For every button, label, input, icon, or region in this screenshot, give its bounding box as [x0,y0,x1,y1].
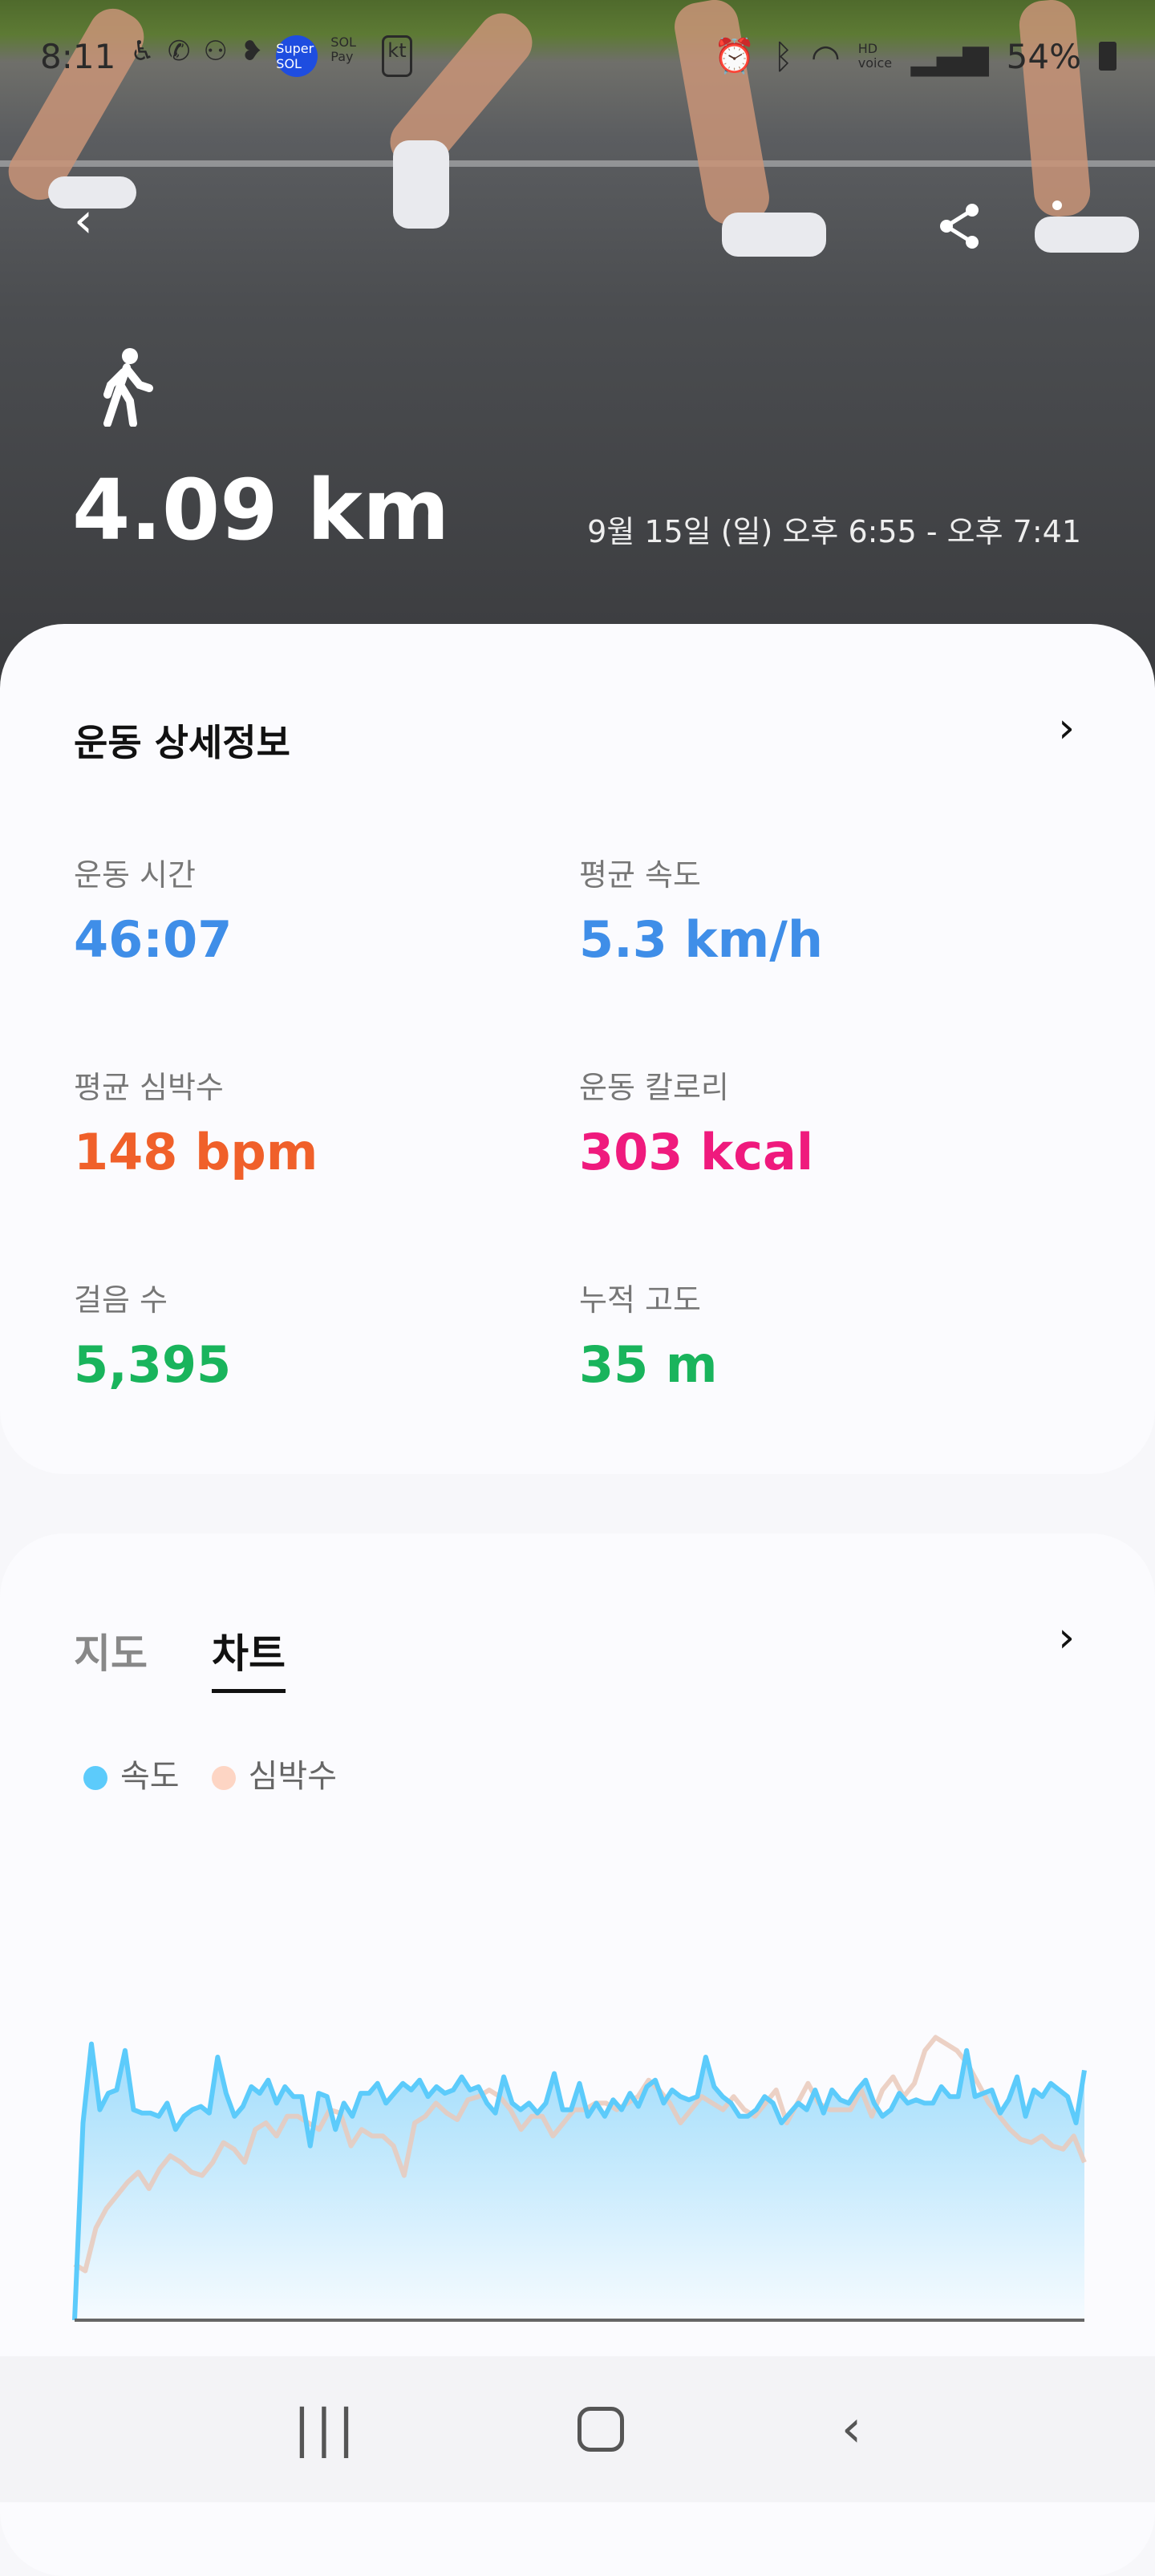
chart-legend: 속도 심박수 [83,1750,337,1796]
details-title: 운동 상세정보 [74,721,290,764]
stat-item: 운동 칼로리 303 kcal [579,1063,1028,1181]
date-range: 9월 15일 (일) 오후 6:55 - 오후 7:41 [587,514,1081,549]
stat-label: 운동 시간 [74,857,196,893]
shoe [722,213,826,257]
back-button[interactable]: ‹ [74,192,93,249]
chat-icon: ❥ [240,35,264,67]
stat-label: 평균 속도 [579,857,701,893]
speed-line [72,2041,1087,2321]
shoe [48,176,136,209]
workout-details-card: 운동 상세정보 › 운동 시간 46:07 평균 속도 5.3 km/h 평균 심박수 1… [0,624,1155,1474]
tab-chart[interactable]: 차트 [212,1622,286,1693]
chart-tabs: 지도 차트 [74,1622,286,1693]
stat-label: 운동 칼로리 [579,1070,729,1105]
stat-item: 평균 심박수 148 bpm [74,1063,523,1181]
stat-value: 5.3 km/h [579,910,824,969]
legend-label: 심박수 [248,1758,338,1795]
status-bar: 8:11 ♿ ✆ ⚇ ❥ Super SOL SOL Pay kt ⏰ ᛒ ◠ … [40,32,1116,80]
alarm-icon: ⏰ [713,36,756,75]
signal-icon: ▂▄▆ [910,36,989,76]
chevron-left-icon: ‹ [74,192,93,249]
super-sol-icon: Super SOL [276,35,318,77]
voicemail-icon: ⚇ [203,35,228,67]
stat-value: 303 kcal [579,1123,814,1181]
shoe [1035,217,1139,253]
walking-icon [103,348,153,427]
stat-label: 걸음 수 [74,1282,168,1318]
stat-item: 누적 고도 35 m [579,1275,1028,1394]
legend-dot [83,1766,107,1790]
tab-map[interactable]: 지도 [74,1630,148,1677]
share-button[interactable] [935,200,983,264]
stat-value: 5,395 [74,1335,232,1394]
heart-rate-line [73,2035,1087,2274]
stat-value: 46:07 [74,910,233,969]
wifi-icon: ◠ [811,36,841,76]
hd-voice-icon: HD voice [857,41,893,71]
stat-value: 35 m [579,1335,718,1394]
kt-icon: kt [382,35,412,77]
missed-call-icon: ✆ [167,35,191,67]
home-button[interactable] [577,2407,624,2452]
back-nav-button[interactable]: ‹ [841,2400,862,2459]
share-icon [940,204,979,249]
legend-label: 속도 [120,1758,180,1795]
sol-pay-icon: SOL Pay [330,34,356,64]
clock: 8:11 [40,36,116,76]
stat-label: 누적 고도 [579,1282,701,1318]
stat-value: 148 bpm [74,1123,318,1181]
details-more-button[interactable]: › [1058,704,1075,752]
legend-heart-rate: 심박수 [211,1750,338,1796]
legend-speed: 속도 [83,1750,180,1796]
more-options-button[interactable] [1052,200,1062,210]
speed-heart-rate-chart [72,2035,1087,2322]
navigation-bar: ||| ‹ [0,2356,1155,2502]
hero-background-photo [0,0,1155,690]
stat-item: 운동 시간 46:07 [74,850,523,969]
shoe [393,140,449,229]
road-line [0,160,1155,167]
chart-more-button[interactable]: › [1058,1614,1075,1662]
distance-value: 4.09 km [72,461,450,559]
legend-dot [211,1766,236,1790]
chevron-right-icon: › [1058,704,1075,752]
chevron-right-icon: › [1058,1614,1075,1662]
recent-apps-button[interactable]: ||| [293,2400,360,2459]
stat-item: 걸음 수 5,395 [74,1275,523,1394]
bluetooth-icon: ᛒ [772,36,794,76]
stat-label: 평균 심박수 [74,1070,224,1105]
battery-level: 54% [1006,36,1081,76]
accessibility-icon: ♿ [130,35,155,67]
battery-icon [1099,42,1116,71]
stat-item: 평균 속도 5.3 km/h [579,850,1028,969]
